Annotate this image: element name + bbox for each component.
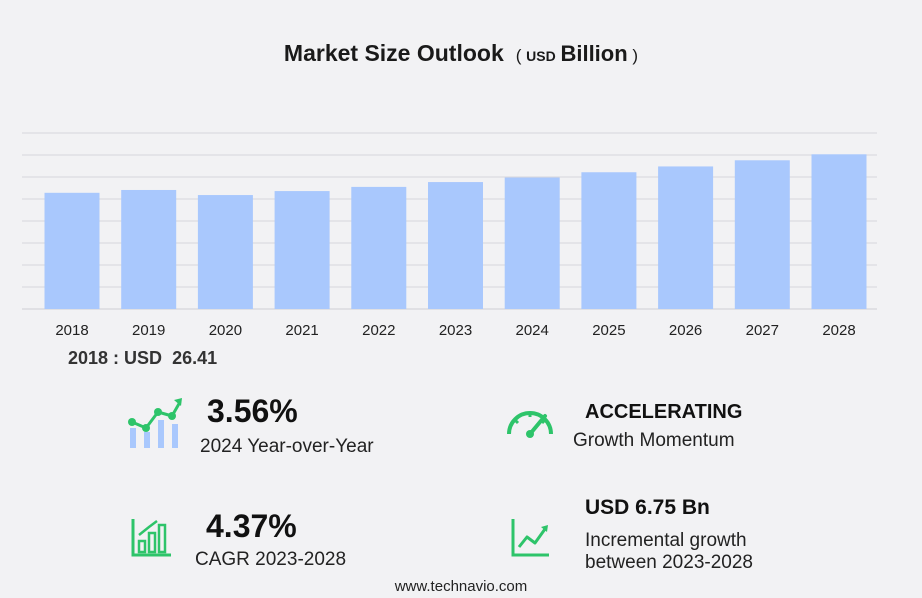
cagr-stat: 4.37% xyxy=(206,508,297,545)
base-year-value: 2018 : USD 26.41 xyxy=(68,348,217,369)
x-tick-2018: 2018 xyxy=(55,322,88,339)
momentum-caption-wrap: Growth Momentum xyxy=(573,430,735,452)
incremental-value: USD 6.75 Bn xyxy=(585,496,710,519)
x-tick-2022: 2022 xyxy=(362,322,395,339)
momentum-value: ACCELERATING xyxy=(585,401,743,423)
title-close-paren: ) xyxy=(632,46,639,65)
yoy-stat: 3.56% xyxy=(207,393,298,430)
x-tick-2021: 2021 xyxy=(285,322,318,339)
x-tick-2024: 2024 xyxy=(516,322,549,339)
x-tick-2020: 2020 xyxy=(209,322,242,339)
trend-line-icon xyxy=(511,519,549,557)
incremental-stat: USD 6.75 Bn xyxy=(585,496,710,520)
x-axis-ticks: 2018 2019 2020 2021 2022 2023 2024 2025 2026 2027… xyxy=(55,322,855,339)
cagr-value: 4.37% xyxy=(206,508,297,544)
x-tick-2027: 2027 xyxy=(746,322,779,339)
x-tick-2019: 2019 xyxy=(132,322,165,339)
bar-2021 xyxy=(274,191,330,309)
bar-2028 xyxy=(811,154,867,309)
cagr-caption-wrap: CAGR 2023-2028 xyxy=(195,549,346,571)
speedometer-icon xyxy=(507,411,553,438)
bar-2026 xyxy=(658,166,714,309)
bar-2027 xyxy=(734,160,790,309)
footer-source: www.technavio.com xyxy=(394,578,528,595)
yoy-caption-wrap: 2024 Year-over-Year xyxy=(200,436,374,458)
yoy-value: 3.56% xyxy=(207,393,298,429)
cagr-caption: CAGR 2023-2028 xyxy=(195,549,347,570)
bar-2023 xyxy=(428,182,483,309)
momentum-caption: Growth Momentum xyxy=(573,430,735,451)
incremental-caption-line2: between 2023-2028 xyxy=(585,552,753,573)
bar-2022 xyxy=(351,186,407,309)
bar-chart-icon xyxy=(131,519,171,557)
momentum-stat: ACCELERATING xyxy=(585,401,742,424)
x-tick-2028: 2028 xyxy=(822,322,855,339)
x-tick-2023: 2023 xyxy=(439,322,472,339)
chart-title: Market Size Outlook ( USD Billion ) xyxy=(0,40,922,67)
yoy-caption: 2024 Year-over-Year xyxy=(200,436,374,457)
incremental-caption-wrap: Incremental growth between 2023-2028 xyxy=(585,530,753,574)
base-year-label: 2018 : USD xyxy=(68,348,163,368)
title-unit-usd: USD xyxy=(526,48,556,64)
x-tick-2025: 2025 xyxy=(592,322,625,339)
bar-2018 xyxy=(44,192,100,309)
title-open-paren: ( xyxy=(515,46,522,65)
x-tick-2026: 2026 xyxy=(669,322,702,339)
chart-bars xyxy=(44,154,867,309)
chart-title-main: Market Size Outlook xyxy=(283,40,504,66)
base-year-number: 26.41 xyxy=(172,348,218,368)
bar-chart: 2018 2019 2020 2021 2022 2023 2024 2025 2026 2027… xyxy=(22,132,877,339)
title-magnitude: Billion xyxy=(560,41,628,66)
bar-2019 xyxy=(121,189,177,309)
bar-2024 xyxy=(504,177,560,309)
incremental-caption-line1: Incremental growth xyxy=(585,530,747,551)
bar-2020 xyxy=(197,195,253,309)
growth-bars-icon xyxy=(128,398,182,448)
chart-title-unit: ( USD Billion ) xyxy=(515,41,639,66)
bar-2025 xyxy=(581,172,637,309)
